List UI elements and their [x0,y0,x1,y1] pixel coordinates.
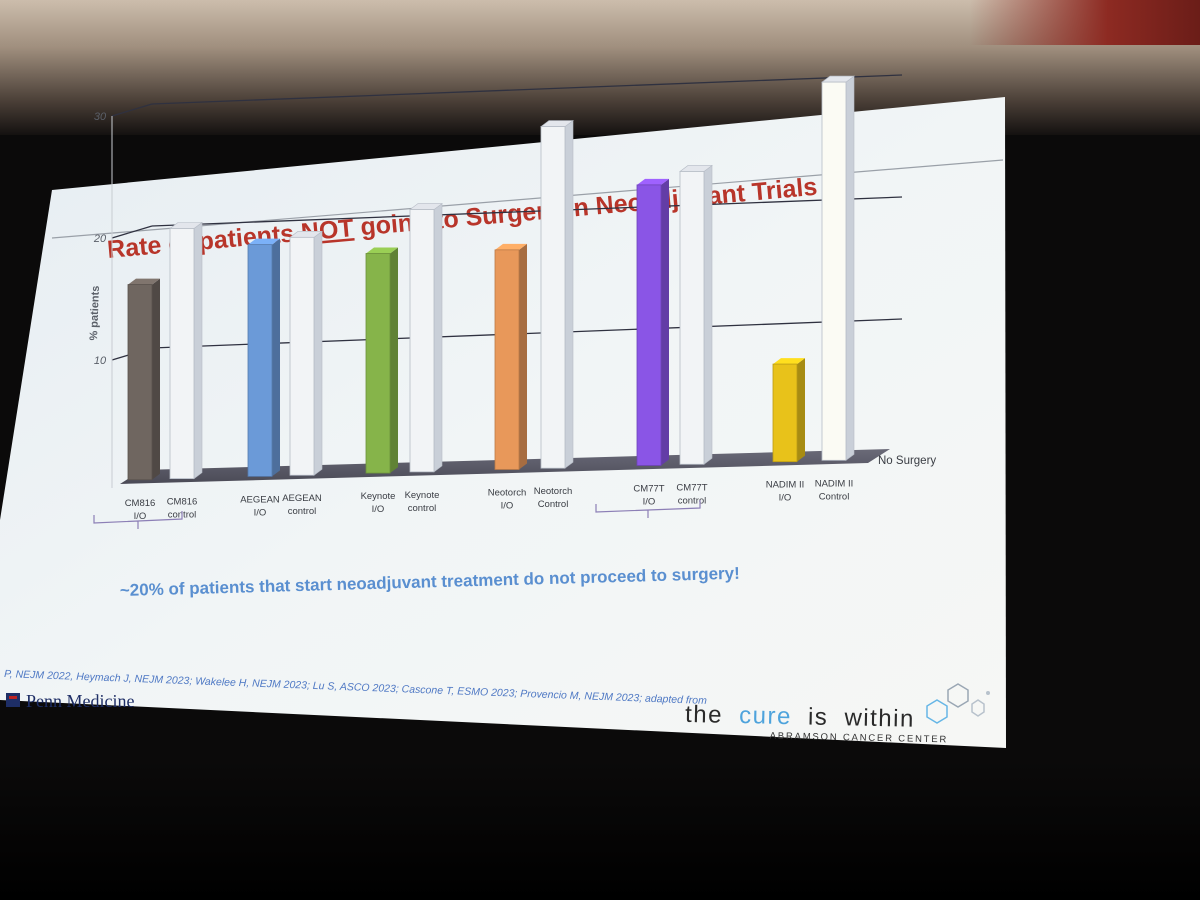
bar-chart: 10 20 30 % patients No Surgery CM816 I/O CM816 c… [88,74,936,529]
tagline-is: is [808,703,829,730]
x-tick-label: CM816 [125,498,156,509]
x-tick-label: CM77T [633,483,664,494]
x-tick-label: NADIM II [766,480,805,491]
bar [821,81,847,461]
x-tick-label: Keynote [361,491,396,502]
gridline-lead [111,225,153,239]
x-tick-label: I/O [134,511,147,522]
bar-top [128,278,160,285]
gridline [151,196,903,227]
tagline-within: within [843,704,915,732]
y-tick-label: 10 [94,355,107,367]
x-tick-label: I/O [254,507,267,518]
penn-medicine-text: Penn Medicine [26,691,134,711]
bar [540,126,566,469]
bar-side [193,221,203,480]
x-tick-label: Neotorch [534,486,573,497]
bar-side [390,247,398,474]
ceiling-red-glow [970,0,1200,45]
bar-side [272,238,280,477]
x-tick-label: I/O [501,500,514,511]
bar-side [433,202,443,473]
x-tick-label: I/O [372,504,385,515]
x-tick-label: CM77T [676,482,707,493]
hexagon-logo-icon [926,683,990,724]
y-axis-label: % patients [88,285,102,340]
x-tick-label: Control [819,491,850,502]
penn-shield-icon [6,693,20,707]
bar-top [637,178,669,185]
bar [365,253,391,474]
svg-text:the cure is: the cure is within [685,701,915,733]
bar [679,171,705,465]
y-tick-label: 30 [94,111,107,123]
bar-side [564,119,574,469]
bar-top [773,358,805,365]
tagline-cure: cure [739,702,792,730]
bar-side [661,178,669,466]
bar-side [797,358,805,462]
x-tick-label: control [288,506,317,517]
x-tick-label: Keynote [405,490,440,501]
bar [494,249,520,470]
bar-top [248,238,280,245]
group-bracket [595,500,701,518]
x-tick-label: Control [538,499,569,510]
x-tick-label: I/O [643,496,656,507]
x-tick-label: AEGEAN [240,494,280,505]
tagline-the: the [685,701,723,729]
group-bracket [93,511,183,529]
center-name: ABRAMSON CANCER CENTER [770,731,949,746]
gridline-lead [111,103,153,117]
gridline [151,74,903,105]
x-tick-label: I/O [779,493,792,504]
abramson-tagline: the cure is within ABRAMSON CANCER CENTE… [685,701,949,746]
x-tick-label: CM816 [167,497,198,508]
x-tick-label: control [678,495,707,506]
bar-side [845,75,855,461]
x-tick-label: Neotorch [488,487,527,498]
bar [289,236,315,476]
bar [247,244,273,477]
bar [772,363,798,463]
x-tick-label: control [408,503,437,514]
penn-medicine-logo: Penn Medicine [6,691,134,711]
bar [636,184,662,466]
bar-side [313,230,323,476]
x-tick-label: NADIM II [815,478,854,489]
bar-side [152,278,160,480]
bar-top [366,247,398,254]
bar [127,284,153,481]
depth-axis-label: No Surgery [878,455,936,467]
y-tick-label: 20 [93,233,107,245]
bar [409,209,435,473]
bar-top [495,243,527,250]
penn-shield-band [9,696,17,699]
bar [169,228,195,479]
bar-side [703,164,713,465]
bar-side [519,243,527,470]
room-floor [0,760,1200,900]
x-tick-label: AEGEAN [282,493,322,504]
